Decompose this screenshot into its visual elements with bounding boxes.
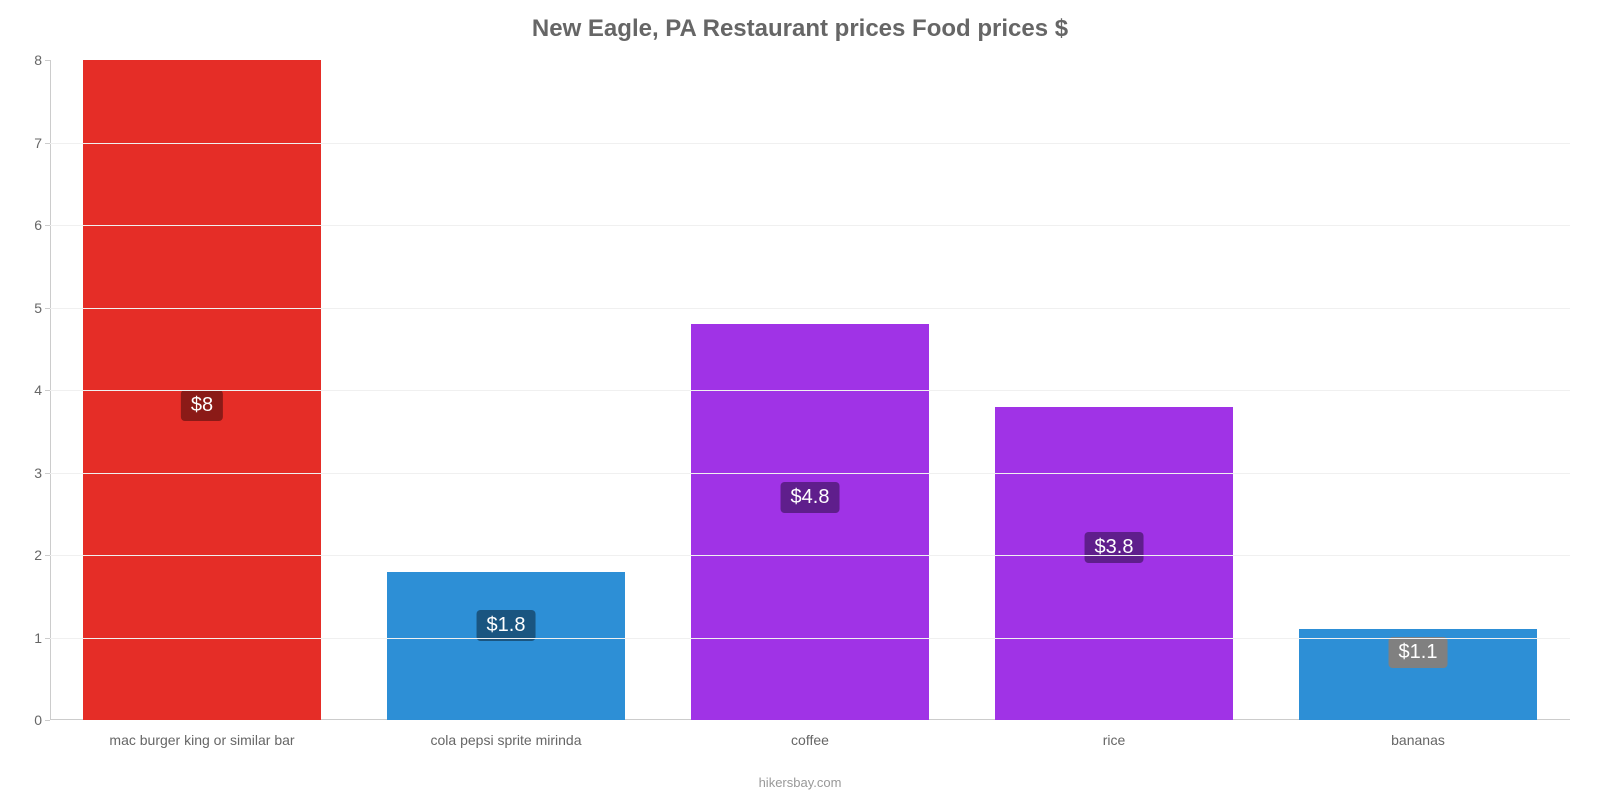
bar: $4.8 xyxy=(691,324,928,720)
bar-value-label: $4.8 xyxy=(781,482,840,513)
gridline xyxy=(50,555,1570,556)
y-tick-label: 5 xyxy=(34,300,42,316)
bar-value-label: $1.8 xyxy=(477,610,536,641)
bar: $1.8 xyxy=(387,572,624,721)
bar: $3.8 xyxy=(995,407,1232,721)
gridline xyxy=(50,143,1570,144)
y-tick-label: 2 xyxy=(34,547,42,563)
x-category-label: cola pepsi sprite mirinda xyxy=(431,732,582,748)
plot-area: $8mac burger king or similar bar$1.8cola… xyxy=(50,60,1570,720)
y-tick-mark xyxy=(45,390,50,391)
y-tick-label: 8 xyxy=(34,52,42,68)
x-category-label: rice xyxy=(1103,732,1126,748)
gridline xyxy=(50,390,1570,391)
y-tick-mark xyxy=(45,308,50,309)
y-tick-mark xyxy=(45,473,50,474)
y-tick-mark xyxy=(45,60,50,61)
gridline xyxy=(50,638,1570,639)
y-tick-label: 7 xyxy=(34,135,42,151)
y-tick-label: 6 xyxy=(34,217,42,233)
y-tick-label: 3 xyxy=(34,465,42,481)
y-tick-label: 4 xyxy=(34,382,42,398)
bar-value-label: $8 xyxy=(181,390,223,421)
gridline xyxy=(50,308,1570,309)
y-tick-label: 1 xyxy=(34,630,42,646)
x-category-label: bananas xyxy=(1391,732,1445,748)
y-tick-mark xyxy=(45,720,50,721)
bar-value-label: $1.1 xyxy=(1389,637,1448,668)
bar: $1.1 xyxy=(1299,629,1536,720)
y-tick-mark xyxy=(45,143,50,144)
price-bar-chart: New Eagle, PA Restaurant prices Food pri… xyxy=(0,0,1600,800)
gridline xyxy=(50,225,1570,226)
gridline xyxy=(50,473,1570,474)
x-category-label: coffee xyxy=(791,732,829,748)
chart-title: New Eagle, PA Restaurant prices Food pri… xyxy=(0,0,1600,53)
chart-source-label: hikersbay.com xyxy=(759,775,842,790)
bar-value-label: $3.8 xyxy=(1085,532,1144,563)
y-tick-label: 0 xyxy=(34,712,42,728)
y-tick-mark xyxy=(45,225,50,226)
y-tick-mark xyxy=(45,638,50,639)
y-tick-mark xyxy=(45,555,50,556)
x-category-label: mac burger king or similar bar xyxy=(109,732,294,748)
